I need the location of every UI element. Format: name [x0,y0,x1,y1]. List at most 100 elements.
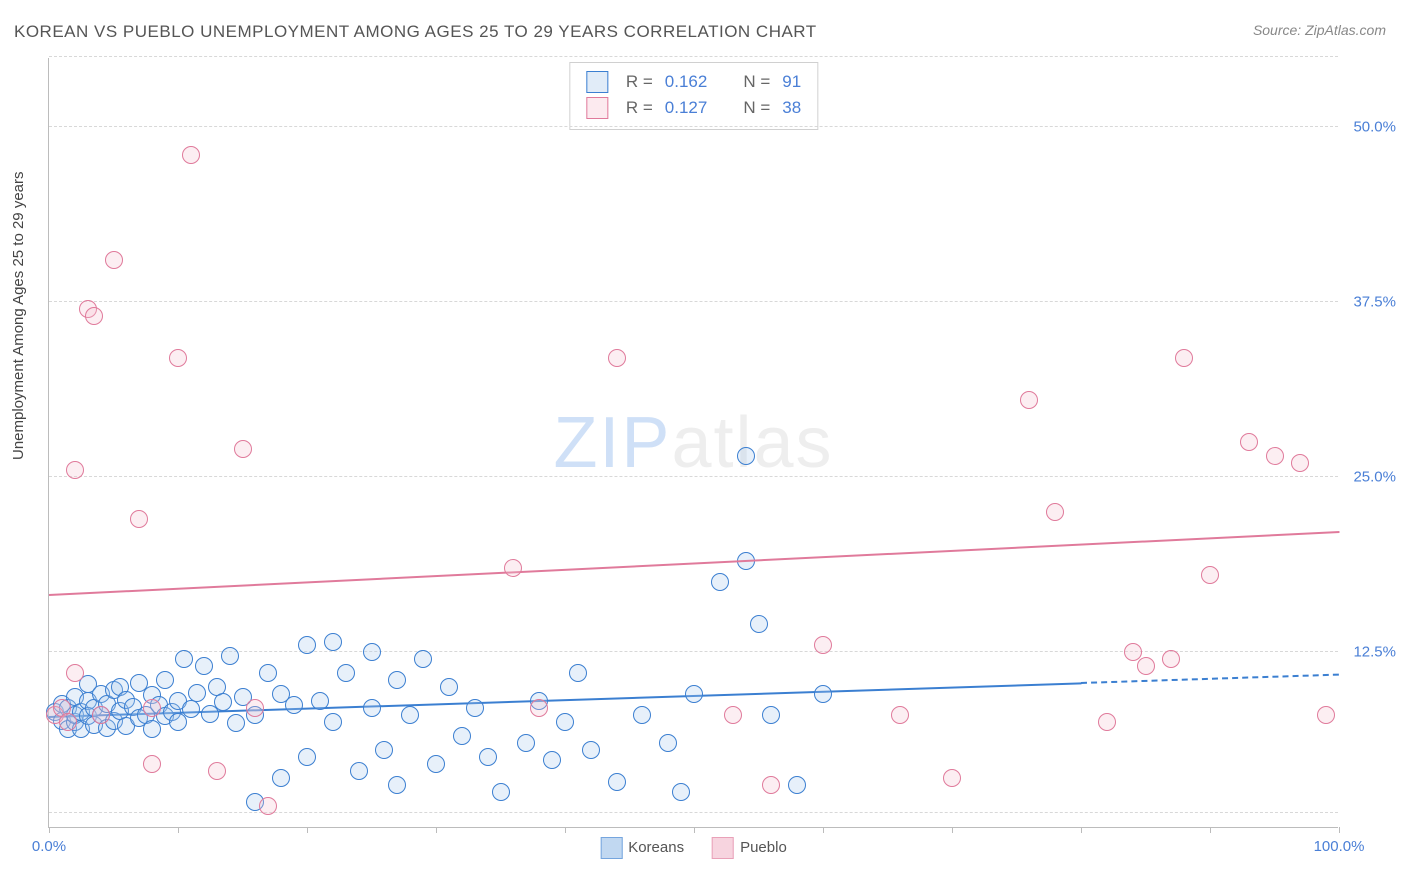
gridline [49,476,1338,477]
scatter-point [633,706,651,724]
scatter-point [324,633,342,651]
scatter-point [659,734,677,752]
legend-label: Koreans [628,839,684,856]
scatter-point [440,678,458,696]
scatter-point [1020,391,1038,409]
gridline [49,126,1338,127]
scatter-point [298,748,316,766]
scatter-point [311,692,329,710]
series-swatch [586,97,608,119]
legend-swatch [600,837,622,859]
x-tick [49,827,50,833]
gridline [49,651,1338,652]
x-tick [436,827,437,833]
x-tick [565,827,566,833]
y-tick-label: 12.5% [1353,644,1396,661]
scatter-point [943,769,961,787]
scatter-point [1317,706,1335,724]
stats-N-label: N = [743,95,770,121]
scatter-point [156,671,174,689]
scatter-point [1266,447,1284,465]
trend-line [49,531,1339,596]
scatter-point [182,700,200,718]
scatter-point [1137,657,1155,675]
scatter-point [672,783,690,801]
scatter-point [246,699,264,717]
scatter-point [175,650,193,668]
scatter-point [608,349,626,367]
gridline [49,301,1338,302]
scatter-point [285,696,303,714]
scatter-point [259,664,277,682]
scatter-point [272,769,290,787]
scatter-point [85,307,103,325]
scatter-point [143,699,161,717]
scatter-point [1046,503,1064,521]
scatter-point [814,636,832,654]
x-tick [1081,827,1082,833]
scatter-point [388,776,406,794]
stats-R-label: R = [626,95,653,121]
scatter-point [711,573,729,591]
source-name: ZipAtlas.com [1305,22,1386,38]
scatter-point [195,657,213,675]
legend-item: Pueblo [712,837,787,859]
scatter-point [298,636,316,654]
scatter-point [1098,713,1116,731]
x-tick [952,827,953,833]
scatter-point [479,748,497,766]
plot-area: ZIPatlas R =0.162N =91R =0.127N =38 Kore… [48,58,1338,828]
series-swatch [586,71,608,93]
gridline [49,812,1338,813]
scatter-point [737,447,755,465]
watermark: ZIPatlas [553,402,833,484]
scatter-point [1291,454,1309,472]
stats-R-value: 0.127 [665,95,708,121]
x-tick [1210,827,1211,833]
scatter-point [221,647,239,665]
scatter-point [492,783,510,801]
scatter-point [814,685,832,703]
x-tick [823,827,824,833]
trend-line [1081,674,1339,684]
scatter-point [1201,566,1219,584]
scatter-point [582,741,600,759]
chart-container: KOREAN VS PUEBLO UNEMPLOYMENT AMONG AGES… [0,0,1406,892]
scatter-point [543,751,561,769]
watermark-atlas: atlas [671,403,833,483]
scatter-point [324,713,342,731]
scatter-point [66,664,84,682]
scatter-point [182,146,200,164]
scatter-point [466,699,484,717]
stats-N-value: 91 [782,69,801,95]
scatter-point [453,727,471,745]
scatter-point [105,251,123,269]
scatter-point [143,755,161,773]
stats-R-value: 0.162 [665,69,708,95]
stats-N-label: N = [743,69,770,95]
gridline [49,56,1338,57]
y-tick-label: 50.0% [1353,119,1396,136]
stats-N-value: 38 [782,95,801,121]
scatter-point [1240,433,1258,451]
source-credit: Source: ZipAtlas.com [1253,22,1386,38]
chart-title: KOREAN VS PUEBLO UNEMPLOYMENT AMONG AGES… [14,22,817,42]
scatter-point [517,734,535,752]
y-tick-label: 25.0% [1353,469,1396,486]
legend-item: Koreans [600,837,684,859]
correlation-stats-box: R = 0.162 N = 91 R = 0.127 N = 38 [569,62,818,130]
x-tick [178,827,179,833]
scatter-point [214,693,232,711]
scatter-point [388,671,406,689]
scatter-point [234,440,252,458]
scatter-point [427,755,445,773]
scatter-point [259,797,277,815]
x-tick-label: 0.0% [32,838,66,855]
stats-R-label: R = [626,69,653,95]
scatter-point [762,706,780,724]
scatter-point [608,773,626,791]
scatter-point [375,741,393,759]
scatter-point [92,706,110,724]
scatter-point [59,713,77,731]
stats-row: R = 0.162 N = 91 [586,69,801,95]
